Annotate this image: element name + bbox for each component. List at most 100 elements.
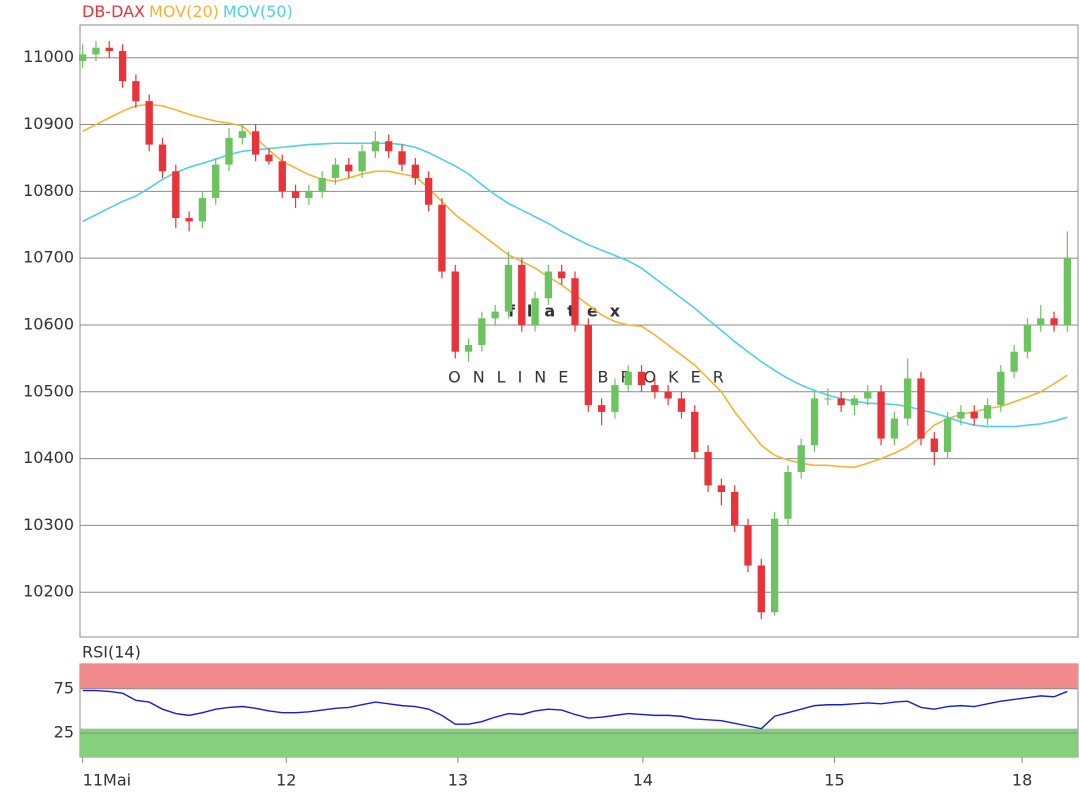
legend-entry: RSI(14) <box>82 643 141 662</box>
candle-body <box>504 264 513 312</box>
candle-body <box>79 54 87 62</box>
candle-body <box>291 191 300 199</box>
candle-body <box>238 131 247 138</box>
candle-body <box>172 171 180 219</box>
candle-body <box>158 144 167 172</box>
candle-body <box>664 391 672 399</box>
legend: DB-DAX MOV(20) MOV(50) <box>82 2 293 21</box>
candle-body <box>438 204 446 272</box>
candle-body <box>371 141 380 152</box>
rsi-line <box>82 689 1068 730</box>
candle-body <box>877 391 885 439</box>
legend-entry: MOV(50) <box>223 2 293 21</box>
x-tick-label: 18 <box>1012 771 1032 790</box>
candle-body <box>797 445 805 472</box>
candle-body <box>970 411 978 419</box>
candle-body <box>424 178 433 205</box>
candle-body <box>132 81 140 102</box>
candle-body <box>491 311 499 319</box>
candle-body <box>1050 318 1058 325</box>
candle-body <box>358 151 366 172</box>
candle-body <box>850 398 859 406</box>
overbought-band <box>80 664 1078 689</box>
candle-body <box>305 191 313 199</box>
candle-body <box>345 164 353 172</box>
candle-body <box>677 398 686 412</box>
y-tick-label: 10500 <box>23 381 74 400</box>
candle-body <box>544 271 553 299</box>
x-tick-label: 12 <box>276 771 296 790</box>
candle-body <box>318 178 326 192</box>
y-tick-label: 10600 <box>23 314 74 333</box>
candle-body <box>704 451 712 486</box>
x-tick-label: 13 <box>448 771 468 790</box>
candle-body <box>611 385 619 412</box>
candle-body <box>731 492 739 526</box>
candle-body <box>810 398 819 446</box>
candle-body <box>1010 351 1018 372</box>
candle-body <box>770 518 779 613</box>
y-tick-label: 10900 <box>23 114 74 133</box>
candle-body <box>212 164 220 199</box>
candle-body <box>930 438 938 452</box>
price-plot-area <box>79 24 1079 638</box>
candle-body <box>824 398 832 400</box>
y-tick-label: 10300 <box>23 515 74 534</box>
candle-body <box>744 525 752 566</box>
candle-body <box>691 411 699 452</box>
candle-body <box>717 485 726 493</box>
candle-body <box>278 161 286 192</box>
candle-body <box>385 141 393 152</box>
legend-entry: MOV(20) <box>149 2 219 21</box>
candle-body <box>265 154 273 162</box>
x-tick-label: 14 <box>633 771 653 790</box>
x-tick-label: 11Mai <box>83 771 131 790</box>
candle-body <box>478 318 486 346</box>
candle-body <box>105 47 113 52</box>
moving-average-line <box>82 142 1068 428</box>
candle-body <box>784 471 792 519</box>
candle-body <box>584 324 592 406</box>
candle-body <box>624 371 632 386</box>
candle-body <box>198 198 207 222</box>
candle-body <box>464 345 473 352</box>
candle-body <box>225 137 233 165</box>
candle-body <box>983 405 992 419</box>
y-tick-label: 75 <box>54 678 74 697</box>
candle-body <box>651 385 659 392</box>
candle-body <box>531 298 539 325</box>
candle-body <box>185 218 193 222</box>
candle-body <box>451 271 459 352</box>
candle-body <box>558 271 566 279</box>
candle-body <box>398 151 406 165</box>
candle-body <box>837 398 845 406</box>
candle-body <box>943 418 952 452</box>
y-tick-label: 10200 <box>23 582 74 601</box>
legend-entry: DB-DAX <box>82 2 145 21</box>
watermark: flatex <box>508 302 632 321</box>
candle-body <box>118 51 127 82</box>
candle-body <box>145 101 153 145</box>
watermark: ONLINE BROKER <box>448 368 736 387</box>
candle-body <box>571 278 579 325</box>
candle-body <box>917 378 925 439</box>
candle-body <box>597 405 606 412</box>
y-tick-label: 11000 <box>23 47 74 66</box>
candle-body <box>957 411 965 419</box>
candle-body <box>1037 318 1045 325</box>
candle-body <box>997 371 1005 406</box>
y-tick-label: 25 <box>54 723 74 742</box>
candle-body <box>331 164 340 178</box>
candle-body <box>411 164 419 178</box>
y-tick-label: 10400 <box>23 448 74 467</box>
candle-body <box>864 391 872 399</box>
candle-body <box>518 264 526 325</box>
candle-body <box>92 47 100 55</box>
y-tick-label: 10800 <box>23 181 74 200</box>
candle-body <box>1063 258 1072 325</box>
candle-body <box>251 131 260 155</box>
candle-body <box>904 378 912 419</box>
candle-body <box>637 371 646 386</box>
